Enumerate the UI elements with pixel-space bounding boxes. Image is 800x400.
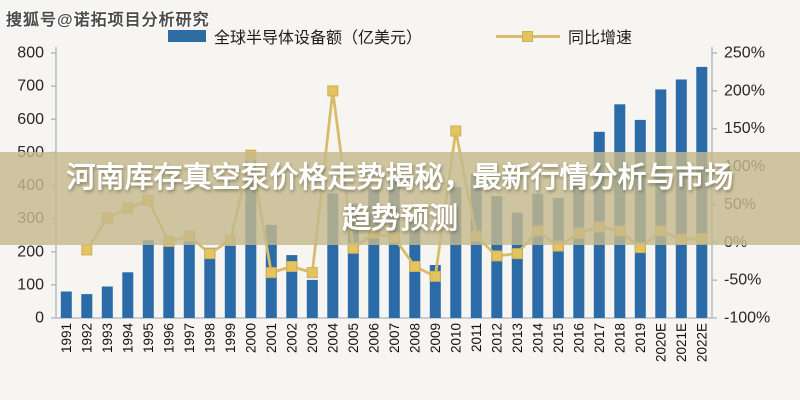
legend-item-line: 同比增速 <box>496 24 632 48</box>
x-axis-label-1995: 1995 <box>141 323 156 353</box>
bar-1995 <box>142 240 154 318</box>
x-axis-label-2021E: 2021E <box>674 323 689 362</box>
bar-1996 <box>163 239 175 318</box>
yoy-marker-2013 <box>511 248 523 260</box>
x-axis-label-1993: 1993 <box>100 323 115 353</box>
bar-2002 <box>286 255 298 318</box>
left-axis-tick-label: 0 <box>35 310 44 327</box>
yoy-marker-1998 <box>204 248 216 260</box>
yoy-marker-2002 <box>286 261 298 272</box>
yoy-marker-2008 <box>409 261 421 272</box>
overlay-title-line2: 趋势预测 <box>341 202 458 235</box>
x-axis-label-1991: 1991 <box>59 323 74 353</box>
x-axis-label-2004: 2004 <box>325 323 340 354</box>
overlay-title-line1: 河南库存真空泵价格走势揭秘，最新行情分析与市场 <box>66 161 734 194</box>
x-axis-label-2020E: 2020E <box>653 323 668 362</box>
bar-2014 <box>532 193 544 318</box>
x-axis-label-2002: 2002 <box>284 323 299 353</box>
yoy-marker-2004 <box>327 85 339 97</box>
x-axis-label-2019: 2019 <box>633 323 648 353</box>
x-axis-label-1997: 1997 <box>182 323 197 353</box>
bar-2013 <box>511 212 523 318</box>
bar-1999 <box>224 245 236 318</box>
yoy-marker-2010 <box>450 125 462 137</box>
bar-2005 <box>347 203 359 318</box>
x-axis-label-2006: 2006 <box>366 323 381 353</box>
x-axis-label-2010: 2010 <box>448 323 463 353</box>
bar-2010 <box>450 187 462 318</box>
bar-1992 <box>81 294 93 318</box>
right-axis-tick-label: 200% <box>724 82 765 99</box>
left-axis-tick-label: 200 <box>17 243 44 260</box>
bar-2015 <box>552 198 564 318</box>
right-axis-tick-label: -100% <box>724 310 770 327</box>
x-axis-label-2013: 2013 <box>510 323 525 353</box>
x-axis-label-2017: 2017 <box>592 323 607 353</box>
x-axis-label-2016: 2016 <box>571 323 586 353</box>
x-axis-label-2008: 2008 <box>407 323 422 353</box>
left-axis-tick-label: 800 <box>17 45 44 62</box>
yoy-marker-2003 <box>306 267 318 279</box>
left-axis-tick-label: 600 <box>17 111 44 128</box>
x-axis-label-2012: 2012 <box>489 323 504 353</box>
bar-1998 <box>204 247 216 318</box>
legend-bar-swatch-icon <box>167 30 206 42</box>
legend-item-bar: 全球半导体设备额（亿美元） <box>167 24 422 48</box>
x-axis-label-2015: 2015 <box>551 323 566 353</box>
bar-2004 <box>327 193 339 318</box>
bar-2009 <box>429 265 441 318</box>
title-overlay-band: 河南库存真空泵价格走势揭秘，最新行情分析与市场 趋势预测 <box>0 152 800 245</box>
bar-2016 <box>573 182 585 318</box>
right-axis-tick-label: 250% <box>724 45 765 62</box>
left-axis-tick-label: 700 <box>17 78 44 95</box>
x-axis-label-1996: 1996 <box>161 323 176 353</box>
x-axis-label-2018: 2018 <box>612 323 627 353</box>
x-axis-label-1998: 1998 <box>202 323 217 353</box>
x-axis-label-2011: 2011 <box>469 323 484 352</box>
bar-2011 <box>470 173 482 318</box>
legend-line-label: 同比增速 <box>568 30 633 47</box>
yoy-marker-1992 <box>81 244 93 256</box>
x-axis-label-2000: 2000 <box>243 323 258 353</box>
x-axis-label-2014: 2014 <box>530 323 545 354</box>
x-axis-label-2001: 2001 <box>264 323 279 353</box>
x-axis-label-2007: 2007 <box>387 323 402 353</box>
watermark-text: 搜狐号@诺拓项目分析研究 <box>6 12 210 29</box>
bar-2007 <box>388 180 400 318</box>
bar-2006 <box>368 188 380 318</box>
yoy-marker-2009 <box>429 270 441 282</box>
bar-1997 <box>183 232 195 318</box>
chart-legend: 全球半导体设备额（亿美元） 同比增速 <box>0 24 800 48</box>
yoy-marker-2001 <box>265 267 277 279</box>
x-axis-label-1994: 1994 <box>120 323 135 354</box>
x-axis-label-2022E: 2022E <box>694 323 709 362</box>
bar-2003 <box>306 279 318 318</box>
bar-1991 <box>60 291 72 318</box>
x-axis-label-1999: 1999 <box>223 323 238 353</box>
x-axis-label-2009: 2009 <box>428 323 443 353</box>
bar-1993 <box>101 286 113 318</box>
x-axis-label-2003: 2003 <box>305 323 320 353</box>
legend-bar-label: 全球半导体设备额（亿美元） <box>213 30 422 47</box>
x-axis-label-2005: 2005 <box>346 323 361 353</box>
right-axis-tick-label: -50% <box>724 272 761 289</box>
right-axis-tick-label: 150% <box>724 120 765 137</box>
x-axis-label-1992: 1992 <box>79 323 94 353</box>
legend-line-swatch-icon <box>496 30 560 42</box>
bar-1994 <box>122 272 134 318</box>
yoy-marker-2012 <box>491 250 503 262</box>
left-axis-tick-label: 100 <box>17 276 44 293</box>
